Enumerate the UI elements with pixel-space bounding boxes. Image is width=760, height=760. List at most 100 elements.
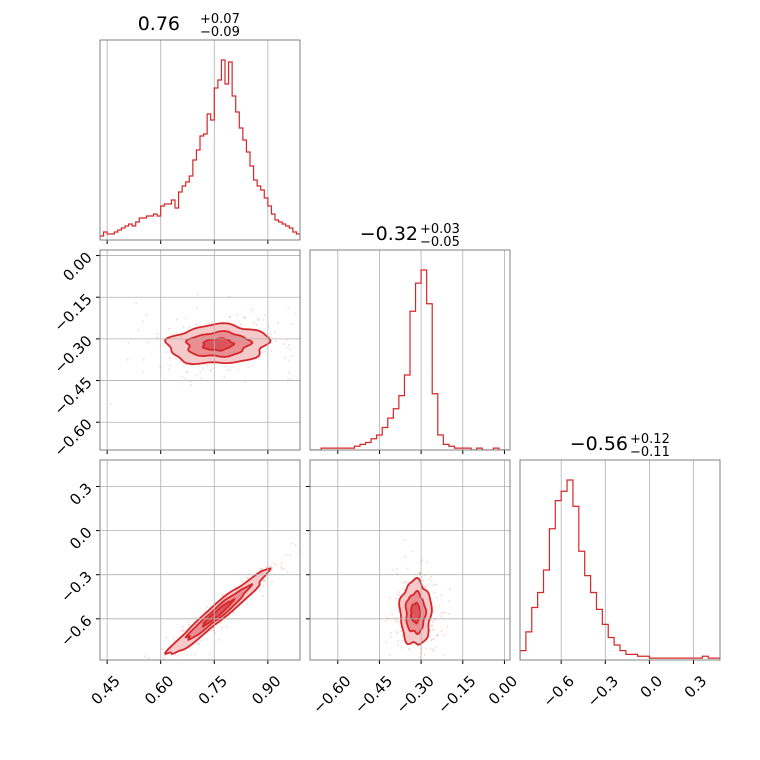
sample-point: [142, 370, 145, 373]
sample-point: [252, 311, 254, 313]
sample-point: [241, 580, 243, 583]
sample-point: [156, 336, 158, 339]
sample-point: [270, 350, 273, 352]
sample-point: [435, 583, 438, 586]
sample-point: [224, 365, 226, 368]
sample-point: [422, 580, 424, 582]
sample-point: [432, 610, 435, 613]
sample-point: [168, 327, 170, 330]
sample-point: [433, 618, 436, 621]
sample-point: [389, 632, 392, 634]
x-tick-label: −0.60: [309, 672, 354, 717]
sample-point: [419, 572, 421, 575]
sample-point: [400, 647, 403, 649]
sample-point: [137, 329, 140, 332]
sample-point: [271, 567, 273, 569]
sample-point: [185, 363, 188, 366]
sample-point: [290, 378, 292, 380]
sample-point: [280, 562, 283, 564]
sample-point: [401, 582, 404, 584]
sample-point: [200, 377, 203, 380]
sample-point: [431, 638, 433, 641]
sample-point: [448, 600, 451, 603]
sample-point: [294, 544, 297, 547]
sample-point: [262, 579, 264, 582]
sample-point: [407, 663, 409, 665]
title-param-0-minus: −0.09: [200, 25, 240, 40]
sample-point: [433, 583, 436, 585]
sample-point: [234, 585, 236, 588]
sample-point: [150, 662, 152, 664]
x-tick-label: 0.45: [88, 672, 124, 708]
sample-point: [142, 358, 145, 361]
sample-point: [208, 629, 211, 632]
sample-point: [161, 664, 163, 666]
x-tick-label: 0.00: [485, 672, 521, 708]
sample-point: [212, 367, 215, 370]
sample-point: [440, 630, 443, 632]
title-param-1-minus: −0.05: [420, 235, 460, 250]
sample-point: [442, 611, 444, 614]
sample-point: [392, 569, 394, 571]
sample-point: [399, 629, 402, 632]
sample-point: [446, 625, 449, 628]
sample-point: [283, 343, 286, 345]
sample-point: [269, 333, 271, 335]
sample-point: [236, 313, 238, 316]
sample-point: [423, 653, 426, 656]
sample-point: [210, 369, 213, 372]
sample-point: [430, 624, 433, 627]
sample-point: [424, 587, 427, 589]
sample-point: [244, 380, 246, 383]
sample-point: [182, 626, 184, 628]
sample-point: [222, 594, 225, 596]
sample-point: [295, 312, 297, 315]
sample-point: [159, 365, 161, 368]
sample-point: [433, 638, 435, 640]
panel-1-2: [309, 459, 511, 661]
sample-point: [143, 655, 146, 658]
sample-point: [149, 665, 151, 667]
sample-point: [428, 578, 431, 581]
sample-point: [286, 571, 289, 573]
x-tick-label: −0.30: [393, 672, 438, 717]
pair-0-1: [109, 293, 376, 405]
sample-point: [268, 325, 270, 328]
sample-point: [243, 317, 246, 319]
sample-point: [232, 611, 235, 613]
sample-point: [205, 632, 208, 635]
sample-point: [199, 371, 202, 374]
sample-point: [228, 369, 231, 371]
sample-point: [270, 341, 273, 344]
title-param-0-plus: +0.07: [200, 12, 240, 27]
sample-point: [127, 342, 130, 344]
sample-point: [158, 665, 160, 667]
sample-point: [154, 661, 156, 663]
sample-point: [240, 323, 242, 325]
sample-point: [284, 357, 286, 359]
pair-1-2: [384, 539, 452, 665]
sample-point: [396, 632, 399, 634]
sample-point: [396, 592, 398, 595]
x-tick-label: 0.60: [141, 672, 177, 708]
sample-point: [438, 605, 441, 607]
y-tick-label: −0.45: [50, 373, 95, 418]
sample-point: [289, 554, 292, 556]
x-tick-label: −0.45: [351, 672, 396, 717]
contour-level-3: [409, 601, 422, 625]
sample-point: [174, 665, 176, 667]
sample-point: [430, 575, 432, 578]
sample-point: [142, 320, 145, 323]
x-tick-label: −0.6: [539, 672, 577, 710]
sample-point: [156, 333, 159, 335]
y-tick-label: −0.3: [57, 568, 95, 606]
sample-point: [183, 630, 185, 632]
sample-point: [374, 332, 376, 334]
sample-point: [428, 636, 431, 639]
sample-point: [181, 375, 184, 378]
sample-point: [226, 369, 228, 372]
sample-point: [285, 338, 288, 341]
sample-point: [440, 594, 442, 596]
sample-point: [254, 590, 257, 593]
sample-point: [424, 585, 426, 588]
